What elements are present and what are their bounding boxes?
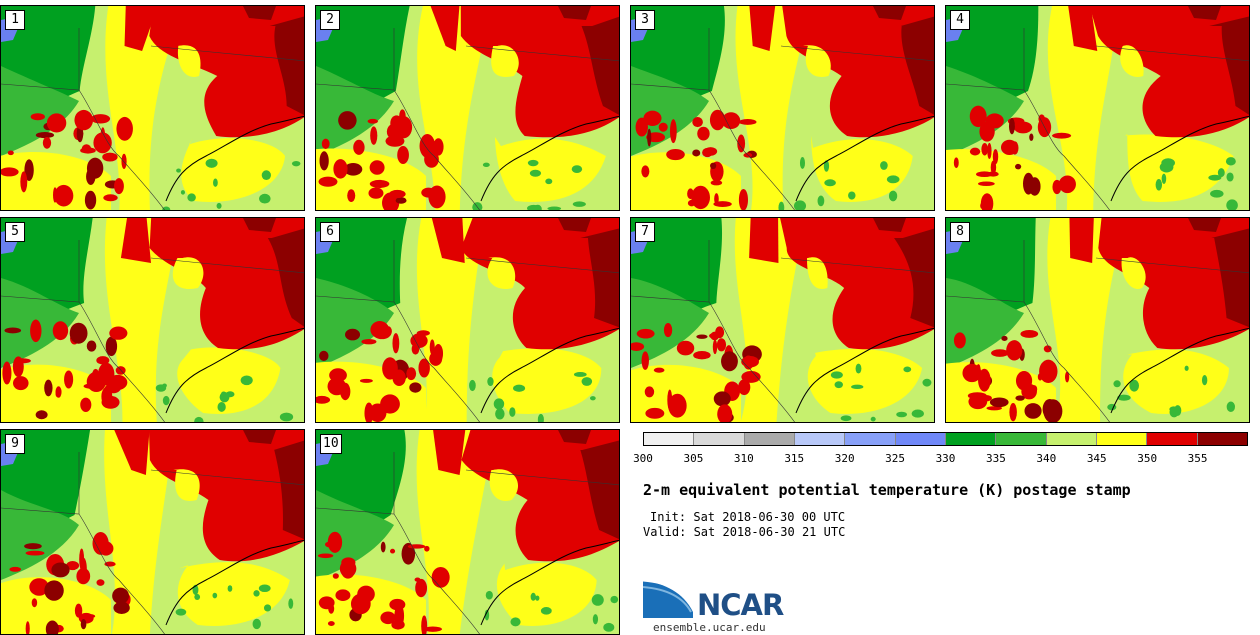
postage-stamp-map: 4 xyxy=(945,5,1250,211)
colorbar-tick-label: 330 xyxy=(935,452,956,465)
figure-title: 2-m equivalent potential temperature (K)… xyxy=(643,481,1131,499)
colorbar-tick-label: 320 xyxy=(834,452,855,465)
colorbar-tick-label: 325 xyxy=(885,452,906,465)
map-field xyxy=(631,218,934,422)
postage-stamp-map: 5 xyxy=(0,217,305,423)
colorbar-tick-label: 315 xyxy=(784,452,805,465)
colorbar-segment xyxy=(794,433,846,445)
colorbar xyxy=(643,432,1248,446)
colorbar-segment xyxy=(1197,433,1247,445)
member-number-label: 2 xyxy=(320,10,340,30)
member-number-label: 1 xyxy=(5,10,25,30)
map-field xyxy=(946,218,1249,422)
postage-stamp-map: 6 xyxy=(315,217,620,423)
map-field xyxy=(316,430,619,634)
postage-stamp-map: 7 xyxy=(630,217,935,423)
colorbar-tick-label: 345 xyxy=(1086,452,1107,465)
postage-stamp-map: 10 xyxy=(315,429,620,635)
member-number-label: 5 xyxy=(5,222,25,242)
valid-time: Valid: Sat 2018-06-30 21 UTC xyxy=(643,525,846,539)
member-number-label: 8 xyxy=(950,222,970,242)
map-field xyxy=(631,6,934,210)
colorbar-segment xyxy=(694,433,745,445)
colorbar-segment xyxy=(744,433,795,445)
colorbar-segment xyxy=(1147,433,1198,445)
postage-stamp-map: 9 xyxy=(0,429,305,635)
colorbar-tick-label: 350 xyxy=(1137,452,1158,465)
colorbar-tick-label: 340 xyxy=(1036,452,1057,465)
colorbar-segment xyxy=(1046,433,1097,445)
colorbar-segment xyxy=(644,433,695,445)
colorbar-segment xyxy=(945,433,997,445)
postage-stamp-map: 1 xyxy=(0,5,305,211)
colorbar-tick-label: 335 xyxy=(985,452,1006,465)
member-number-label: 4 xyxy=(950,10,970,30)
ncar-logo-text: NCAR xyxy=(697,588,784,622)
member-number-label: 10 xyxy=(320,434,342,454)
colorbar-tick-label: 305 xyxy=(683,452,704,465)
colorbar-segment xyxy=(1096,433,1148,445)
postage-stamp-map: 3 xyxy=(630,5,935,211)
member-number-label: 7 xyxy=(635,222,655,242)
map-field xyxy=(316,6,619,210)
map-field xyxy=(316,218,619,422)
member-number-label: 9 xyxy=(5,434,25,454)
map-field xyxy=(1,218,304,422)
init-time: Init: Sat 2018-06-30 00 UTC xyxy=(650,510,846,524)
ncar-logo-icon xyxy=(643,578,697,618)
map-field xyxy=(1,6,304,210)
colorbar-tick-label: 310 xyxy=(733,452,754,465)
postage-stamp-map: 8 xyxy=(945,217,1250,423)
colorbar-segment xyxy=(895,433,946,445)
postage-stamp-map: 2 xyxy=(315,5,620,211)
member-number-label: 6 xyxy=(320,222,340,242)
colorbar-segment xyxy=(996,433,1047,445)
colorbar-tick-label: 300 xyxy=(633,452,653,465)
map-field xyxy=(1,430,304,634)
map-field xyxy=(946,6,1249,210)
colorbar-segment xyxy=(845,433,896,445)
member-number-label: 3 xyxy=(635,10,655,30)
colorbar-tick-label: 355 xyxy=(1187,452,1208,465)
logo-url: ensemble.ucar.edu xyxy=(653,621,766,634)
